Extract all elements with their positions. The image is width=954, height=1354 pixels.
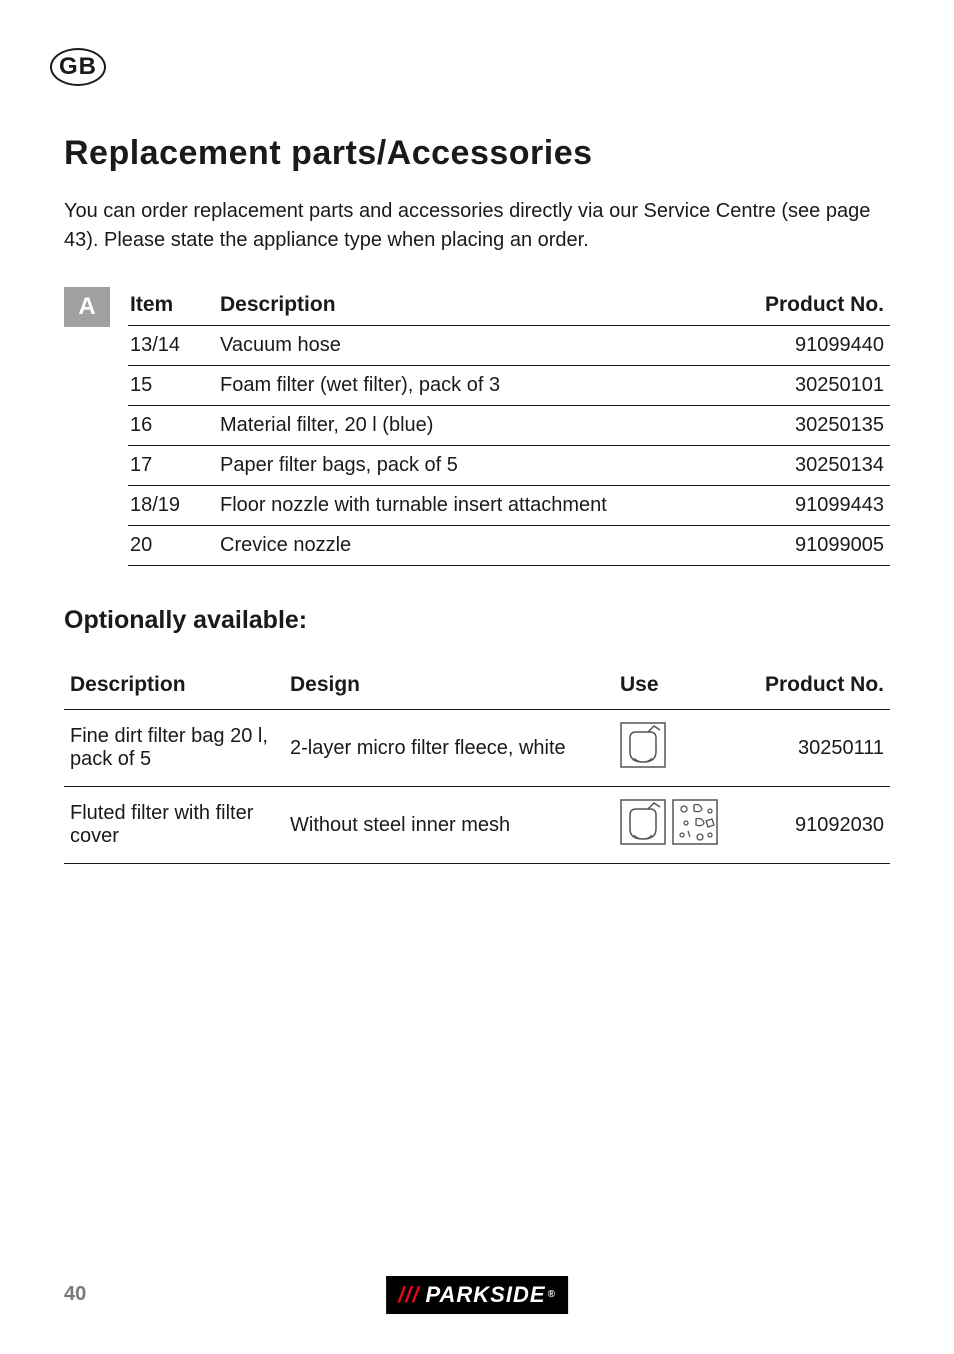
table-row: 15 Foam filter (wet filter), pack of 3 3…	[128, 366, 890, 406]
parts-table: Item Description Product No. 13/14 Vacuu…	[128, 285, 890, 566]
table-row: 17 Paper filter bags, pack of 5 30250134	[128, 446, 890, 486]
cell-productno: 30250111	[754, 710, 890, 787]
cell-productno: 91099005	[726, 526, 890, 566]
table-row: Fluted filter with filter cover Without …	[64, 787, 890, 864]
optional-table: Description Design Use Product No. Fine …	[64, 661, 890, 864]
cell-design: 2-layer micro filter fleece, white	[284, 710, 614, 787]
cell-productno: 30250134	[726, 446, 890, 486]
cell-description: Floor nozzle with turnable insert attach…	[218, 486, 726, 526]
table-row: 13/14 Vacuum hose 91099440	[128, 326, 890, 366]
brand-name: PARKSIDE	[425, 1282, 545, 1308]
section-marker: A	[64, 287, 110, 327]
cell-productno: 91099443	[726, 486, 890, 526]
cell-description: Fine dirt filter bag 20 l, pack of 5	[64, 710, 284, 787]
page-heading: Replacement parts/Accessories	[64, 134, 890, 173]
cell-description: Material filter, 20 l (blue)	[218, 406, 726, 446]
locale-badge: GB	[50, 48, 106, 86]
optional-heading: Optionally available:	[64, 606, 890, 635]
col-header-item: Item	[128, 285, 218, 326]
table-row: 18/19 Floor nozzle with turnable insert …	[128, 486, 890, 526]
cell-item: 16	[128, 406, 218, 446]
col-header-productno: Product No.	[754, 661, 890, 710]
cell-use	[614, 710, 754, 787]
col-header-description: Description	[218, 285, 726, 326]
table-row: 20 Crevice nozzle 91099005	[128, 526, 890, 566]
cell-description: Foam filter (wet filter), pack of 3	[218, 366, 726, 406]
table-header-row: Description Design Use Product No.	[64, 661, 890, 710]
cell-item: 15	[128, 366, 218, 406]
cell-design: Without steel inner mesh	[284, 787, 614, 864]
cell-description: Vacuum hose	[218, 326, 726, 366]
cell-use	[614, 787, 754, 864]
brand-stripes-icon: ///	[398, 1282, 419, 1308]
debris-icon	[672, 799, 718, 845]
cell-item: 20	[128, 526, 218, 566]
col-header-design: Design	[284, 661, 614, 710]
table-row: Fine dirt filter bag 20 l, pack of 5 2-l…	[64, 710, 890, 787]
filter-bag-icon	[620, 799, 666, 845]
filter-bag-icon	[620, 722, 666, 768]
table-row: 16 Material filter, 20 l (blue) 30250135	[128, 406, 890, 446]
brand-registered-icon: ®	[548, 1289, 556, 1300]
col-header-description: Description	[64, 661, 284, 710]
table-header-row: Item Description Product No.	[128, 285, 890, 326]
col-header-productno: Product No.	[726, 285, 890, 326]
brand-logo: /// PARKSIDE®	[386, 1276, 568, 1314]
cell-description: Paper filter bags, pack of 5	[218, 446, 726, 486]
cell-item: 18/19	[128, 486, 218, 526]
page-number: 40	[64, 1283, 86, 1306]
cell-productno: 91092030	[754, 787, 890, 864]
cell-productno: 30250135	[726, 406, 890, 446]
cell-description: Crevice nozzle	[218, 526, 726, 566]
cell-productno: 91099440	[726, 326, 890, 366]
cell-productno: 30250101	[726, 366, 890, 406]
cell-description: Fluted filter with filter cover	[64, 787, 284, 864]
col-header-use: Use	[614, 661, 754, 710]
intro-paragraph: You can order replacement parts and acce…	[64, 197, 890, 255]
cell-item: 17	[128, 446, 218, 486]
cell-item: 13/14	[128, 326, 218, 366]
